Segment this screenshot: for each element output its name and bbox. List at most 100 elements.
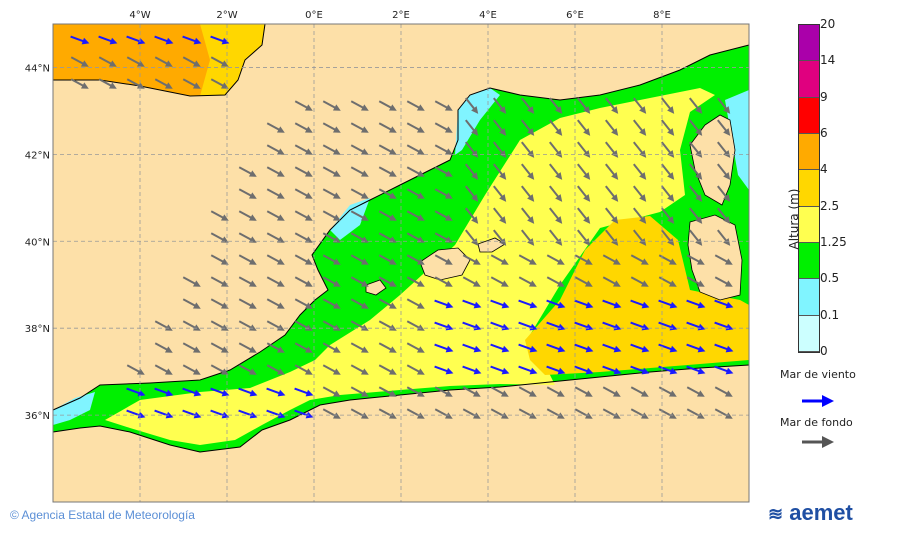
lon-tick-label: 8°E: [653, 10, 671, 21]
colorbar-swatch: [799, 279, 819, 316]
wave-arrow: [406, 100, 425, 111]
colorbar-level-label: 2.5: [820, 198, 840, 213]
colorbar-swatch: [799, 206, 819, 243]
wave-arrow: [294, 320, 313, 331]
sea-region-cyan: [725, 90, 749, 190]
lat-tick-label: 44°N: [25, 63, 50, 74]
wave-arrow: [406, 144, 425, 155]
wave-arrow: [549, 229, 563, 246]
wave-arrow: [689, 185, 703, 202]
colorbar-level-label: 1.25: [820, 235, 847, 249]
wave-arrow: [714, 254, 733, 265]
wave-arrow: [689, 119, 703, 136]
colorbar-title: Altura (m): [787, 188, 801, 250]
wind-sea-arrow-icon: [802, 395, 834, 407]
coastline: [53, 23, 266, 97]
wave-arrow: [182, 298, 201, 309]
wave-arrow: [661, 163, 675, 180]
wave-arrow: [546, 254, 565, 265]
wave-arrow: [605, 163, 619, 180]
wave-arrow: [658, 343, 678, 353]
wave-arrow: [434, 276, 453, 287]
wave-arrow: [574, 386, 593, 397]
wave-arrow: [518, 321, 538, 331]
wave-arrow: [434, 365, 454, 375]
wave-arrow: [577, 163, 591, 180]
wave-arrow: [714, 276, 733, 287]
lat-tick-label: 36°N: [25, 411, 50, 422]
wave-arrow: [630, 343, 650, 353]
wave-arrow: [294, 210, 313, 221]
wave-arrow: [605, 97, 619, 114]
wave-arrow: [294, 100, 313, 111]
wave-arrow: [686, 321, 706, 331]
wave-arrow: [546, 365, 566, 375]
wave-arrow: [238, 276, 257, 287]
wave-arrow: [182, 342, 201, 353]
wave-arrow: [350, 342, 369, 353]
wave-arrow: [238, 320, 257, 331]
wave-arrow: [350, 100, 369, 111]
wave-arrow: [462, 365, 482, 375]
wave-arrow: [717, 163, 731, 180]
wave-arrow: [686, 343, 706, 353]
wave-arrow: [633, 229, 647, 246]
wave-arrow: [266, 188, 285, 199]
wave-arrow: [322, 144, 341, 155]
wave-arrow: [717, 207, 731, 224]
wave-arrow: [238, 254, 257, 265]
wave-arrow: [521, 97, 535, 114]
colorbar-level-label: 9: [820, 89, 828, 104]
aemet-logo: ≋ aemet: [768, 500, 853, 525]
wave-arrow: [266, 144, 285, 155]
wave-arrow: [154, 387, 174, 397]
wave-arrow: [605, 119, 619, 136]
wave-arrow: [98, 78, 117, 89]
wave-arrow: [493, 97, 507, 114]
wave-arrow: [546, 299, 566, 309]
wave-arrow: [70, 78, 89, 89]
wave-arrow: [549, 185, 563, 202]
wave-arrow: [574, 276, 593, 287]
lat-tick-label: 42°N: [25, 150, 50, 161]
wave-arrow: [322, 364, 341, 375]
wave-arrow: [378, 100, 397, 111]
wave-arrow: [182, 276, 201, 287]
wave-arrow: [490, 343, 510, 353]
colorbar-swatch: [799, 242, 819, 280]
wave-arrow: [378, 188, 397, 199]
wave-arrow: [549, 207, 563, 224]
wave-arrow: [322, 320, 341, 331]
wave-arrow: [266, 298, 285, 309]
wave-arrow: [630, 386, 649, 397]
wave-arrow: [294, 387, 314, 397]
wave-arrow: [658, 365, 678, 375]
wave-arrow: [238, 188, 257, 199]
colorbar-level-label: 6: [820, 126, 828, 140]
wave-arrow: [350, 320, 369, 331]
sea-region-cyan: [53, 392, 95, 425]
sea-region-cyan: [455, 88, 500, 155]
wave-arrow: [633, 97, 647, 114]
wave-arrow: [406, 122, 425, 133]
wave-arrow: [602, 276, 621, 287]
wave-arrow: [154, 342, 173, 353]
wave-arrow: [378, 276, 397, 287]
wave-arrow: [126, 364, 145, 375]
wave-arrow: [406, 298, 425, 309]
wave-arrow: [406, 166, 425, 177]
swell-arrow-icon: [802, 436, 834, 448]
wave-arrow: [322, 298, 341, 309]
wave-arrow: [434, 144, 453, 155]
wave-arrow: [154, 78, 173, 89]
colorbar-swatch: [799, 133, 819, 171]
wave-arrow: [462, 299, 482, 309]
colorbar-level-label: 0: [820, 344, 828, 358]
wave-arrow: [661, 207, 675, 224]
wave-arrow: [658, 299, 678, 309]
colorbar-swatch: [799, 97, 819, 134]
wave-arrow: [266, 320, 285, 331]
wave-arrow: [322, 276, 341, 287]
colorbar-swatch: [799, 61, 819, 98]
